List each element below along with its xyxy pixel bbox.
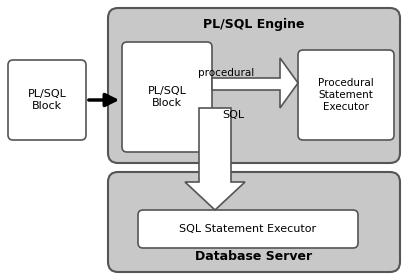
FancyBboxPatch shape [297,50,393,140]
Text: PL/SQL
Block: PL/SQL Block [27,89,66,111]
Text: PL/SQL
Block: PL/SQL Block [147,86,186,108]
FancyBboxPatch shape [122,42,211,152]
Polygon shape [211,58,297,108]
FancyBboxPatch shape [8,60,86,140]
Text: SQL Statement Executor: SQL Statement Executor [179,224,316,234]
FancyBboxPatch shape [108,172,399,272]
Text: procedural: procedural [198,68,254,78]
Text: Database Server: Database Server [195,250,312,263]
FancyBboxPatch shape [108,8,399,163]
Text: PL/SQL Engine: PL/SQL Engine [203,18,304,31]
FancyBboxPatch shape [138,210,357,248]
Text: Procedural
Statement
Executor: Procedural Statement Executor [317,78,373,112]
Polygon shape [184,108,245,210]
Text: SQL: SQL [221,110,243,120]
